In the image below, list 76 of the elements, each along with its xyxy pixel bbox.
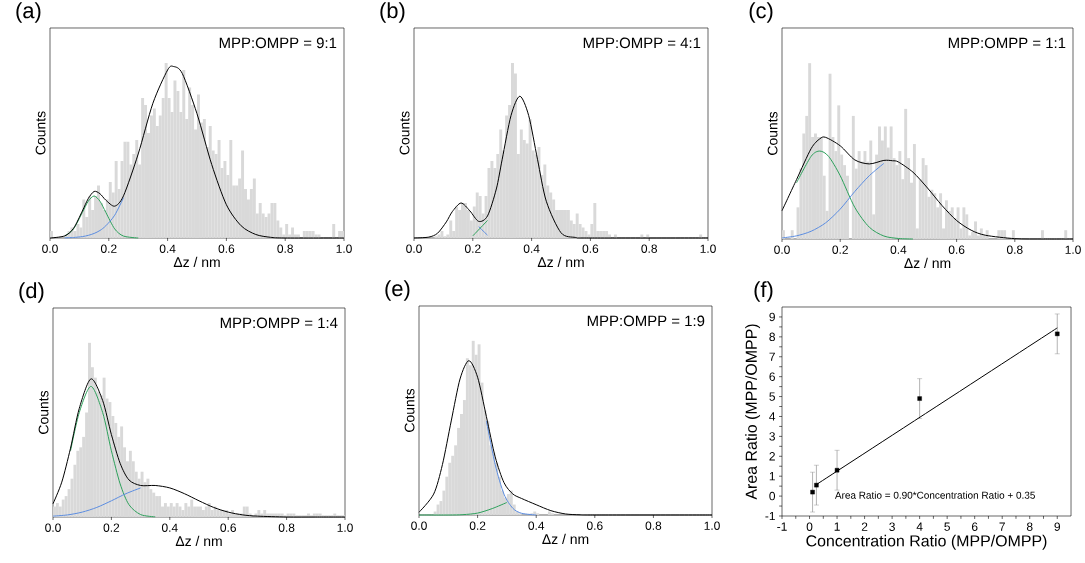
x-tick-label: 6 bbox=[971, 522, 978, 531]
x-tick-label: 7 bbox=[999, 522, 1005, 531]
y-axis-title: Counts bbox=[767, 111, 778, 155]
x-tick-label: 0.2 bbox=[100, 244, 117, 253]
y-tick-label: 7 bbox=[769, 352, 775, 361]
x-tick-label: 0.8 bbox=[278, 523, 295, 532]
y-tick-label: 9 bbox=[769, 312, 775, 322]
x-tick-label: 2 bbox=[861, 522, 868, 531]
x-axis-title: Δz / nm bbox=[537, 256, 584, 268]
x-tick-label: -1 bbox=[777, 522, 787, 531]
x-axis-title: Δz / nm bbox=[542, 533, 589, 545]
x-tick-label: 1.0 bbox=[337, 523, 353, 532]
y-tick-label: 6 bbox=[769, 372, 775, 381]
x-axis-title: Δz / nm bbox=[904, 257, 951, 269]
x-tick-label: 0.4 bbox=[159, 244, 176, 253]
x-tick-label: 0.6 bbox=[582, 244, 599, 253]
chart-title: (d) bbox=[19, 282, 44, 303]
chart-title: (c) bbox=[749, 2, 773, 23]
x-tick-label: 9 bbox=[1054, 522, 1061, 531]
x-tick-label: 0.2 bbox=[469, 521, 486, 530]
x-tick-label: 0.0 bbox=[411, 521, 427, 530]
x-tick-label: 0 bbox=[806, 522, 813, 531]
y-axis-title: Counts bbox=[38, 390, 49, 434]
x-tick-label: 0.8 bbox=[1006, 245, 1023, 254]
x-axis-title: Δz / nm bbox=[173, 256, 220, 268]
x-axis-title: Δz / nm bbox=[175, 535, 222, 547]
x-tick-label: 0.6 bbox=[948, 245, 965, 254]
y-tick-label: 0 bbox=[769, 491, 776, 501]
y-tick-label: 4 bbox=[769, 412, 776, 421]
text: MPP:OMPP = 1:4 bbox=[220, 317, 338, 329]
x-tick-label: 0.0 bbox=[45, 523, 61, 532]
x-tick-label: 0.4 bbox=[528, 521, 545, 530]
x-tick-label: 0.2 bbox=[103, 523, 120, 532]
x-axis-title: Concentration Ratio (MPP/OMPP) bbox=[806, 534, 1047, 550]
x-tick-label: 1.0 bbox=[336, 244, 352, 253]
x-tick-label: 1.0 bbox=[700, 244, 716, 253]
x-tick-label: 0.6 bbox=[220, 523, 236, 532]
y-tick-label: 1 bbox=[769, 472, 775, 481]
x-tick-label: 0.6 bbox=[218, 244, 235, 253]
x-tick-label: 0.2 bbox=[464, 244, 481, 253]
x-tick-label: 0.4 bbox=[523, 244, 540, 253]
x-tick-label: 5 bbox=[944, 522, 950, 531]
chart-title: (a) bbox=[16, 2, 41, 23]
x-tick-label: 1.0 bbox=[704, 521, 720, 530]
y-axis-title: Counts bbox=[35, 111, 46, 155]
chart-title: (f) bbox=[754, 281, 773, 302]
x-tick-label: 4 bbox=[916, 522, 923, 531]
x-tick-label: 0.0 bbox=[406, 244, 422, 253]
x-tick-label: 0.4 bbox=[161, 523, 178, 532]
x-tick-label: 0.8 bbox=[645, 521, 662, 530]
y-tick-label: 5 bbox=[769, 392, 775, 401]
text: MPP:OMPP = 4:1 bbox=[583, 37, 701, 49]
x-tick-label: 0.4 bbox=[890, 245, 907, 254]
annotation: Area Ratio = 0.90*Concentration Ratio + 0.35 bbox=[834, 491, 1035, 499]
y-axis-title: Counts bbox=[404, 388, 415, 432]
x-tick-label: 8 bbox=[1026, 522, 1033, 531]
x-tick-label: 0.6 bbox=[586, 521, 603, 530]
y-tick-label: -1 bbox=[765, 511, 775, 521]
y-axis-title: Counts bbox=[399, 111, 410, 155]
chart-title: (e) bbox=[385, 280, 410, 301]
x-tick-label: 1 bbox=[834, 522, 840, 531]
x-tick-label: 0.8 bbox=[277, 244, 293, 253]
text: MPP:OMPP = 1:1 bbox=[948, 37, 1066, 49]
x-tick-label: 0.8 bbox=[641, 244, 657, 253]
y-axis-title: Area Ratio (MPP/OMPP) bbox=[745, 324, 761, 500]
x-tick-label: 1.0 bbox=[1065, 245, 1081, 254]
y-tick-label: 2 bbox=[769, 452, 775, 461]
x-tick-label: 0.0 bbox=[42, 244, 58, 253]
y-tick-label: 8 bbox=[769, 332, 775, 342]
text: MPP:OMPP = 1:9 bbox=[587, 315, 705, 327]
y-tick-label: 3 bbox=[769, 432, 775, 441]
text: MPP:OMPP = 9:1 bbox=[219, 37, 337, 49]
chart-title: (b) bbox=[380, 2, 405, 23]
x-tick-label: 0.2 bbox=[832, 245, 848, 254]
x-tick-label: 3 bbox=[889, 522, 895, 531]
x-tick-label: 0.0 bbox=[774, 245, 790, 254]
